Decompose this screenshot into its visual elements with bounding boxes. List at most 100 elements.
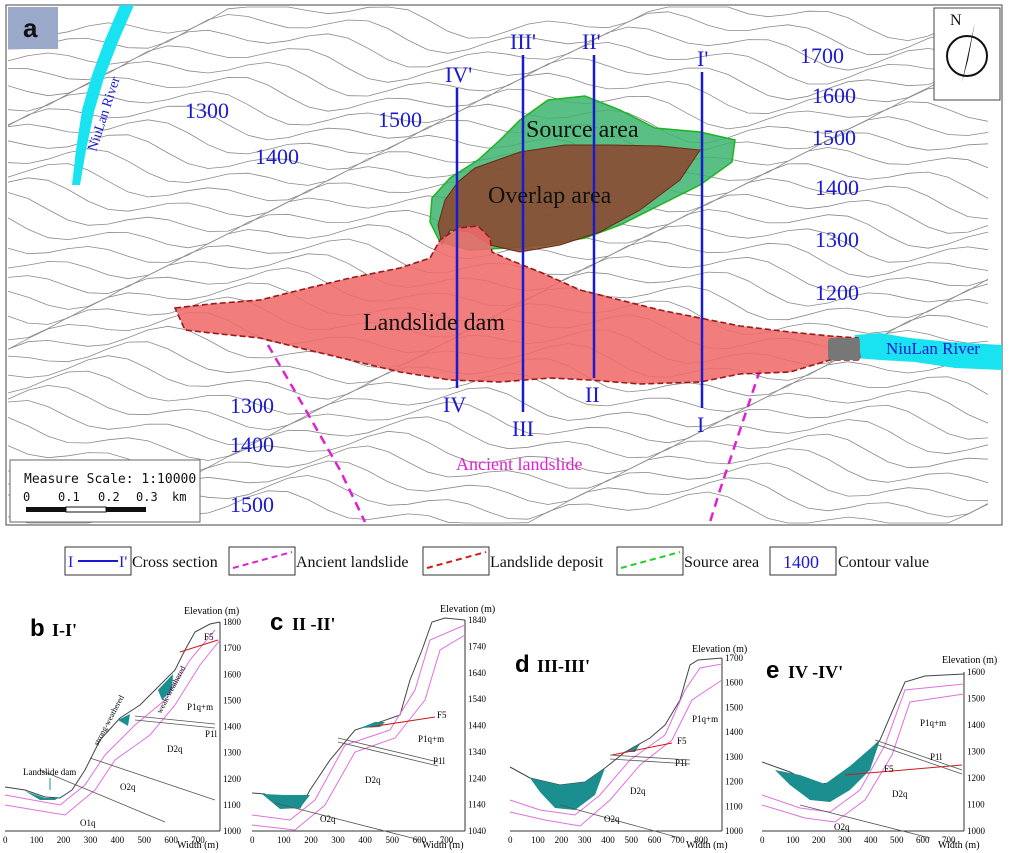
x-tick-label: 500 xyxy=(386,835,400,845)
layer-label: O2q xyxy=(834,822,850,832)
y-tick-label: 1500 xyxy=(725,702,744,712)
profile-title: I-I' xyxy=(52,620,77,640)
contour-line xyxy=(7,101,989,144)
elevation-axis-title: Elevation (m) xyxy=(692,644,747,655)
weathering-line xyxy=(761,693,965,823)
weathering-line xyxy=(4,639,221,816)
strata-line xyxy=(337,741,439,767)
strata-line xyxy=(89,757,216,801)
x-tick-label: 0 xyxy=(760,835,765,845)
terrain-surface xyxy=(4,621,221,799)
x-tick-label: 400 xyxy=(864,835,878,845)
y-tick-label: 1000 xyxy=(223,826,242,836)
y-tick-label: 1100 xyxy=(223,800,241,810)
contour-label: 1300 xyxy=(230,393,274,418)
y-tick-label: 1640 xyxy=(468,668,487,678)
y-tick-label: 1400 xyxy=(223,722,242,732)
contour-label: 1500 xyxy=(378,107,422,132)
strata-line xyxy=(609,758,691,765)
y-tick-label: 1300 xyxy=(223,748,242,758)
x-tick-label: 600 xyxy=(648,835,662,845)
y-tick-label: 1140 xyxy=(468,800,486,810)
layer-label: P1q+m xyxy=(920,718,946,728)
x-tick-label: 400 xyxy=(601,835,615,845)
layer-label: O1q xyxy=(80,818,96,828)
contour-label: 1300 xyxy=(185,98,229,123)
x-tick-label: 700 xyxy=(440,835,454,845)
contour-line xyxy=(7,6,989,42)
contour-line xyxy=(7,400,989,445)
x-tick-label: 600 xyxy=(916,835,930,845)
ancient-landslide-boundary-left xyxy=(266,344,367,523)
profile-letter: e xyxy=(766,657,779,684)
x-tick-label: 800 xyxy=(694,835,708,845)
y-tick-label: 1540 xyxy=(468,694,487,704)
contour-line xyxy=(7,70,989,115)
profile-letter: b xyxy=(30,615,45,642)
layer-label: D2q xyxy=(892,789,908,799)
layer-label: Landslide dam xyxy=(23,767,76,777)
profile-d: d III-III' Elevation (m) Width (m) 1700 1… xyxy=(508,644,747,851)
contour-line xyxy=(7,11,989,56)
scale-tick-2: 0.2 xyxy=(98,490,120,504)
x-tick-label: 400 xyxy=(111,835,125,845)
x-tick-label: 500 xyxy=(625,835,639,845)
strata-line xyxy=(134,719,216,729)
layer-label: P1q+m xyxy=(187,702,213,712)
landslide-dam xyxy=(173,225,861,385)
strata-line xyxy=(874,743,963,775)
y-tick-label: 1600 xyxy=(967,667,986,677)
y-tick-label: 1440 xyxy=(468,721,487,731)
contour-line xyxy=(7,85,989,130)
deposit-shape xyxy=(118,714,130,726)
contour-line xyxy=(7,416,989,461)
section-label-iii-top: III' xyxy=(510,29,536,54)
strata-line xyxy=(39,769,166,823)
x-tick-label: 700 xyxy=(191,835,205,845)
strata-line xyxy=(609,754,691,761)
layer-label: F5 xyxy=(437,710,447,720)
x-tick-label: 300 xyxy=(838,835,852,845)
contour-label: 1600 xyxy=(812,83,856,108)
niulan-river-upper xyxy=(72,5,134,185)
elevation-axis-title: Elevation (m) xyxy=(942,655,997,666)
x-tick-label: 300 xyxy=(331,835,345,845)
scale-unit: km xyxy=(172,490,186,504)
terrain-surface xyxy=(251,617,466,809)
contour-label: 1400 xyxy=(255,144,299,169)
layer-label: D2q xyxy=(365,775,381,785)
deposit-shape xyxy=(530,768,605,810)
x-tick-label: 500 xyxy=(890,835,904,845)
y-tick-label: 1000 xyxy=(725,826,744,836)
x-tick-label: 100 xyxy=(786,835,800,845)
contour-line xyxy=(7,26,989,71)
contour-label: 1400 xyxy=(230,432,274,457)
layer-label: O2q xyxy=(604,814,620,824)
fault-line xyxy=(369,716,436,728)
section-label-iv-bottom: IV xyxy=(443,392,466,417)
x-tick-label: 0 xyxy=(250,835,255,845)
x-tick-label: 100 xyxy=(30,835,44,845)
layer-label: F5 xyxy=(204,632,214,642)
strata-line xyxy=(799,804,931,839)
scale-bar: Measure Scale: 1:10000 0 0.1 0.2 0.3 km xyxy=(9,459,201,523)
scale-title: Measure Scale: 1:10000 xyxy=(24,472,196,487)
y-tick-label: 1400 xyxy=(967,720,986,730)
y-tick-label: 1200 xyxy=(725,777,744,787)
y-tick-label: 1300 xyxy=(967,747,986,757)
contour-line xyxy=(7,224,989,263)
section-label-ii-bottom: II xyxy=(585,382,600,407)
profile-title: IV -IV' xyxy=(788,662,843,682)
contour-line xyxy=(7,384,989,431)
profile-c: c II -II' Elevation (m) Width (m) 1840 17… xyxy=(250,604,495,851)
legend-deposit-label: Landslide deposit xyxy=(490,554,604,571)
contour-label: 1300 xyxy=(815,227,859,252)
legend-ancient-label: Ancient landslide xyxy=(296,554,408,571)
river-label-right: NiuLan River xyxy=(886,339,980,358)
x-tick-label: 300 xyxy=(578,835,592,845)
layer-label: P1l xyxy=(930,752,943,762)
scale-tick-3: 0.3 xyxy=(136,490,158,504)
profile-letter: c xyxy=(270,609,283,636)
width-axis-title: Width (m) xyxy=(422,840,464,851)
